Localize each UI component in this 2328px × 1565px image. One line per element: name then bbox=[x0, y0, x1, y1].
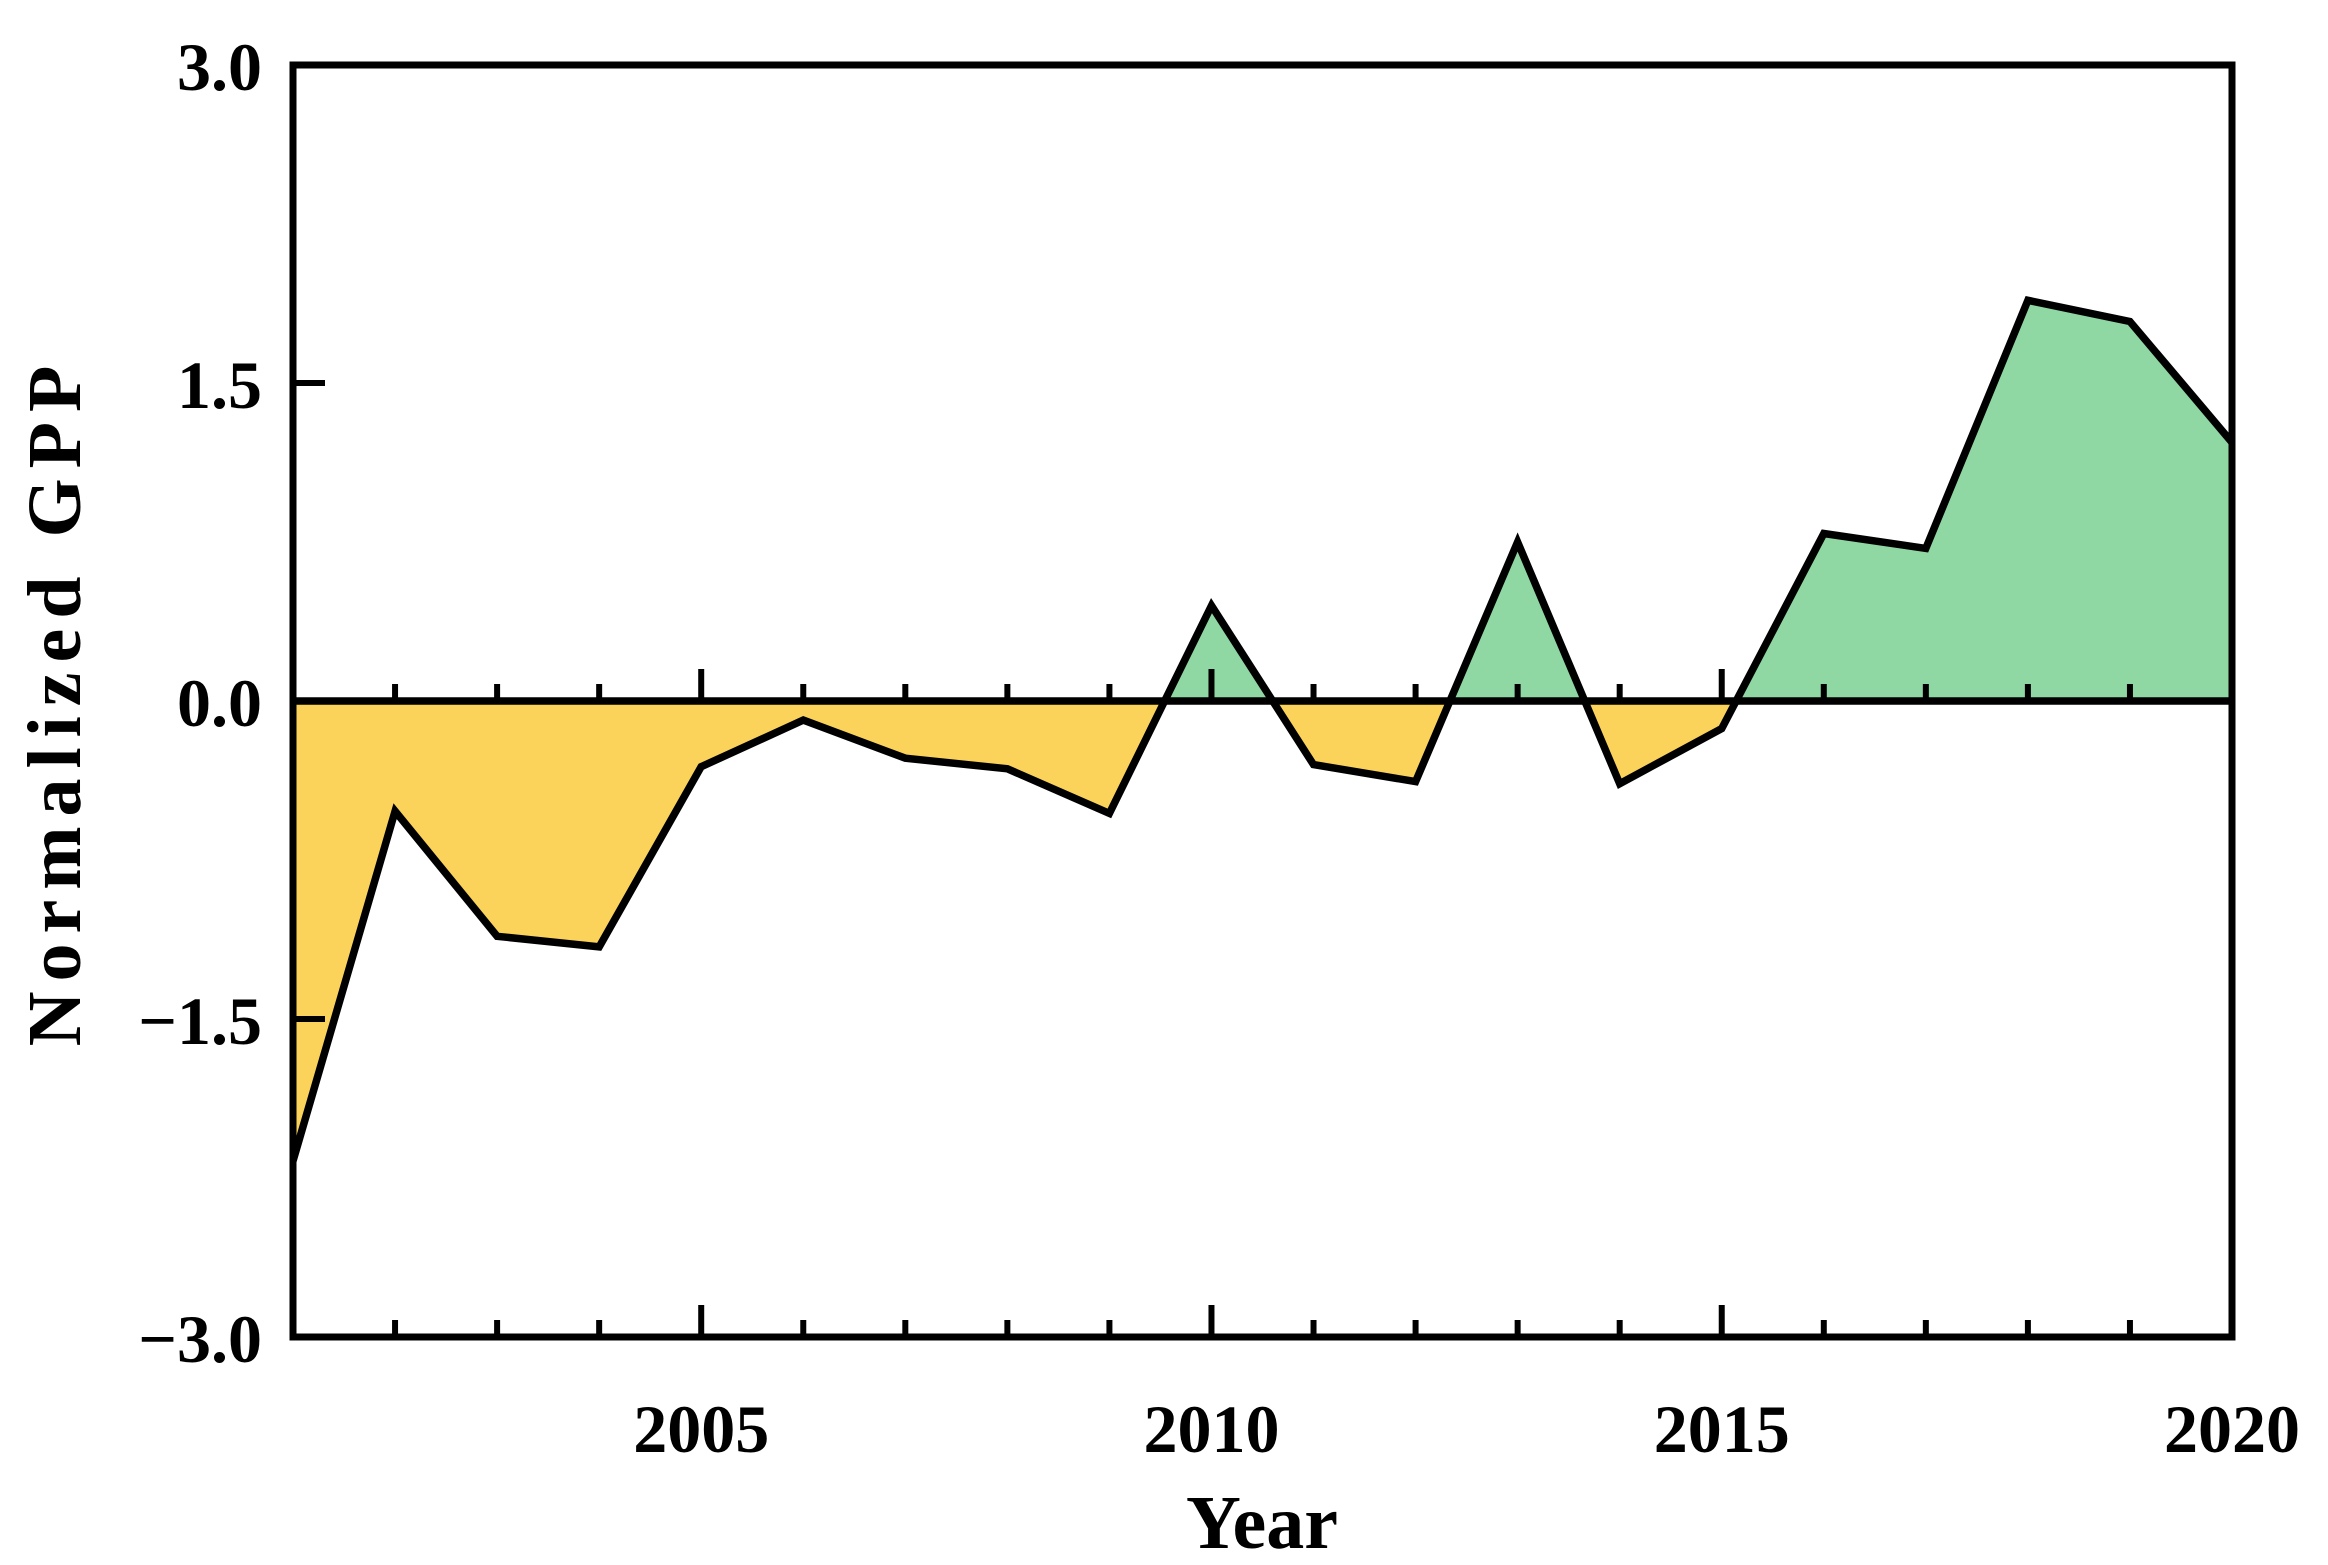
y-tick-label: −3.0 bbox=[138, 1301, 262, 1377]
x-tick-label: 2015 bbox=[1654, 1391, 1790, 1467]
x-tick-label: 2010 bbox=[1143, 1391, 1279, 1467]
y-tick-label: 3.0 bbox=[177, 29, 262, 105]
x-tick-label: 2005 bbox=[633, 1391, 769, 1467]
y-tick-label: 1.5 bbox=[177, 347, 262, 423]
y-tick-label: 0.0 bbox=[177, 665, 262, 741]
x-tick-label: 2020 bbox=[2164, 1391, 2300, 1467]
y-axis-title: Normalized GPP bbox=[13, 356, 97, 1047]
positive-area bbox=[293, 300, 2232, 701]
gpp-curve bbox=[289, 295, 2235, 1163]
axes-spines bbox=[289, 61, 2236, 1341]
area-fills bbox=[293, 300, 2232, 1161]
negative-area bbox=[293, 701, 2232, 1161]
x-axis-title: Year bbox=[1186, 1481, 1338, 1560]
tick-labels: 3.0 1.5 0.0 −1.5 −3.0 2005 2010 2015 2020 bbox=[138, 29, 2300, 1467]
gpp-line bbox=[289, 295, 2235, 1163]
y-tick-label: −1.5 bbox=[138, 983, 262, 1059]
axis-ticks bbox=[293, 380, 2235, 1337]
